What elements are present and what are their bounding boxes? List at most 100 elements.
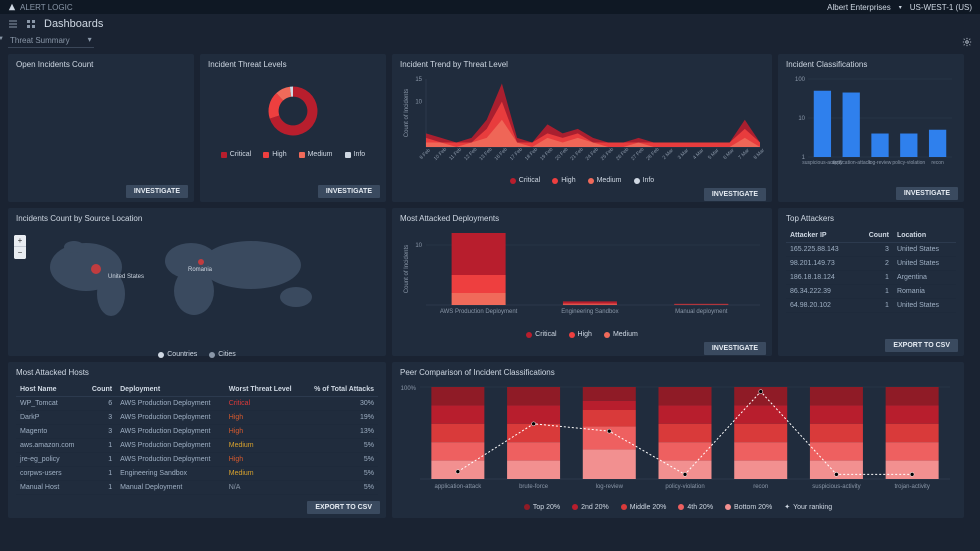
- zoom-in-button[interactable]: +: [14, 235, 26, 247]
- table-row[interactable]: 86.34.222.391Romania: [786, 285, 956, 299]
- investigate-button[interactable]: INVESTIGATE: [126, 185, 188, 198]
- card-source-location: Incidents Count by Source Location + −: [8, 208, 386, 356]
- world-map[interactable]: [16, 229, 378, 327]
- svg-text:27 Feb: 27 Feb: [630, 147, 645, 162]
- map-label: United States: [108, 274, 144, 280]
- title-bar: Dashboards: [0, 14, 980, 34]
- investigate-button[interactable]: INVESTIGATE: [704, 342, 766, 355]
- svg-text:recon: recon: [753, 484, 768, 490]
- table-row[interactable]: Manual Host1Manual DeploymentN/A5%: [16, 481, 378, 495]
- table-row[interactable]: aws.amazon.com1AWS Production Deployment…: [16, 439, 378, 453]
- legend-item[interactable]: Medium: [299, 151, 333, 158]
- toggle-countries[interactable]: Countries: [158, 351, 197, 358]
- table-header[interactable]: Host Name: [16, 383, 85, 397]
- filter-label: Threat Summary: [10, 36, 70, 45]
- legend-item[interactable]: Critical: [221, 151, 251, 158]
- top-bar: ALERT LOGIC Albert Enterprises ▾ US-WEST…: [0, 0, 980, 14]
- table-header[interactable]: Location: [893, 229, 956, 243]
- account-company[interactable]: Albert Enterprises: [827, 3, 891, 12]
- svg-text:26 Feb: 26 Feb: [615, 147, 630, 162]
- card-title: Top Attackers: [778, 208, 964, 229]
- table-header[interactable]: % of Total Attacks: [303, 383, 378, 397]
- brand-text: ALERT LOGIC: [20, 3, 73, 12]
- svg-text:8 Feb: 8 Feb: [419, 148, 432, 161]
- svg-text:4 Mar: 4 Mar: [692, 147, 706, 161]
- svg-text:8 Mar: 8 Mar: [753, 147, 764, 161]
- trend-chart: 1510Count of Incidents8 Feb10 Feb11 Feb1…: [400, 75, 764, 171]
- table-row[interactable]: corpws-users1Engineering SandboxMedium5%: [16, 467, 378, 481]
- card-title: Incidents Count by Source Location: [8, 208, 386, 229]
- svg-text:application-attack: application-attack: [435, 484, 483, 490]
- card-title: Most Attacked Deployments: [392, 208, 772, 229]
- legend-item[interactable]: Bottom 20%: [725, 503, 772, 511]
- filter-dropdown[interactable]: Threat Summary: [8, 36, 94, 48]
- investigate-button[interactable]: INVESTIGATE: [318, 185, 380, 198]
- card-title: Incident Classifications: [778, 54, 964, 75]
- gear-icon[interactable]: [962, 37, 972, 47]
- svg-text:2 Mar: 2 Mar: [662, 147, 676, 161]
- svg-text:7 Mar: 7 Mar: [737, 147, 751, 161]
- table-row[interactable]: 98.201.149.732United States: [786, 257, 956, 271]
- legend-item[interactable]: 2nd 20%: [572, 503, 609, 511]
- table-row[interactable]: Drupal1AWS Production DeploymentMedium0%: [16, 495, 378, 498]
- table-row[interactable]: jre-eg_policy1AWS Production DeploymentH…: [16, 453, 378, 467]
- table-header[interactable]: Worst Threat Level: [225, 383, 303, 397]
- table-row[interactable]: 64.98.20.1021United States: [786, 299, 956, 313]
- svg-text:trojan-activity: trojan-activity: [894, 484, 929, 490]
- map-toggle: Countries Cities: [8, 351, 386, 358]
- map-zoom-controls: + −: [14, 235, 26, 259]
- svg-text:recon: recon: [931, 160, 944, 166]
- dashboard-grid: Open Incidents Count INVESTIGATE Inciden…: [0, 50, 980, 522]
- investigate-button[interactable]: INVESTIGATE: [704, 188, 766, 201]
- svg-text:Manual deployment: Manual deployment: [675, 309, 728, 315]
- brand-logo[interactable]: ALERT LOGIC: [8, 3, 73, 12]
- svg-text:100%: 100%: [401, 386, 417, 392]
- export-csv-button[interactable]: EXPORT TO CSV: [885, 339, 958, 352]
- svg-text:20 Feb: 20 Feb: [554, 147, 569, 162]
- table-row[interactable]: 165.225.88.1433United States: [786, 243, 956, 257]
- table-header[interactable]: Count: [857, 229, 893, 243]
- donut-legend: Critical High Medium Info: [221, 151, 365, 158]
- investigate-button[interactable]: INVESTIGATE: [896, 187, 958, 200]
- deploy-legend: Critical High Medium: [400, 331, 764, 338]
- card-threat-levels: Incident Threat Levels Critical High Mediu…: [200, 54, 386, 202]
- table-header[interactable]: Attacker IP: [786, 229, 857, 243]
- account-region[interactable]: US-WEST-1 (US): [910, 3, 972, 12]
- card-title: Incident Threat Levels: [200, 54, 386, 75]
- legend-item[interactable]: Critical: [526, 331, 556, 338]
- table-header[interactable]: Count: [85, 383, 116, 397]
- legend-item[interactable]: Middle 20%: [621, 503, 667, 511]
- card-top-attackers: Top Attackers Attacker IPCountLocation 1…: [778, 208, 964, 356]
- legend-item[interactable]: Info: [345, 151, 366, 158]
- svg-text:Engineering Sandbox: Engineering Sandbox: [561, 309, 618, 315]
- grid-icon[interactable]: [26, 19, 36, 29]
- legend-item[interactable]: High: [552, 177, 575, 184]
- legend-item[interactable]: High: [263, 151, 286, 158]
- legend-item[interactable]: Medium: [604, 331, 638, 338]
- card-trend: Incident Trend by Threat Level 1510Count…: [392, 54, 772, 202]
- svg-text:6 Mar: 6 Mar: [722, 147, 736, 161]
- legend-item[interactable]: Medium: [588, 177, 622, 184]
- card-hosts: Most Attacked Hosts Host NameCountDeploy…: [8, 362, 386, 518]
- table-row[interactable]: WP_Tomcat6AWS Production DeploymentCriti…: [16, 397, 378, 411]
- legend-item[interactable]: High: [569, 331, 592, 338]
- svg-text:28 Feb: 28 Feb: [645, 147, 660, 162]
- legend-item[interactable]: Top 20%: [524, 503, 560, 511]
- zoom-out-button[interactable]: −: [14, 247, 26, 259]
- legend-item[interactable]: Critical: [510, 177, 540, 184]
- table-row[interactable]: DarkP3AWS Production DeploymentHigh19%: [16, 411, 378, 425]
- chevron-down-icon[interactable]: ▾: [899, 4, 902, 11]
- legend-item[interactable]: ✦Your ranking: [784, 503, 832, 511]
- legend-item[interactable]: Info: [634, 177, 655, 184]
- svg-text:16 Feb: 16 Feb: [494, 147, 509, 162]
- table-header[interactable]: Deployment: [116, 383, 225, 397]
- svg-text:Count of Incidents: Count of Incidents: [404, 245, 410, 293]
- toggle-cities[interactable]: Cities: [209, 351, 236, 358]
- export-csv-button[interactable]: EXPORT TO CSV: [307, 501, 380, 514]
- menu-icon[interactable]: [8, 19, 18, 29]
- table-row[interactable]: 186.18.18.1241Argentina: [786, 271, 956, 285]
- svg-text:policy-violation: policy-violation: [665, 484, 704, 490]
- table-row[interactable]: Magento3AWS Production DeploymentHigh13%: [16, 425, 378, 439]
- svg-text:18 Feb: 18 Feb: [524, 147, 539, 162]
- legend-item[interactable]: 4th 20%: [678, 503, 713, 511]
